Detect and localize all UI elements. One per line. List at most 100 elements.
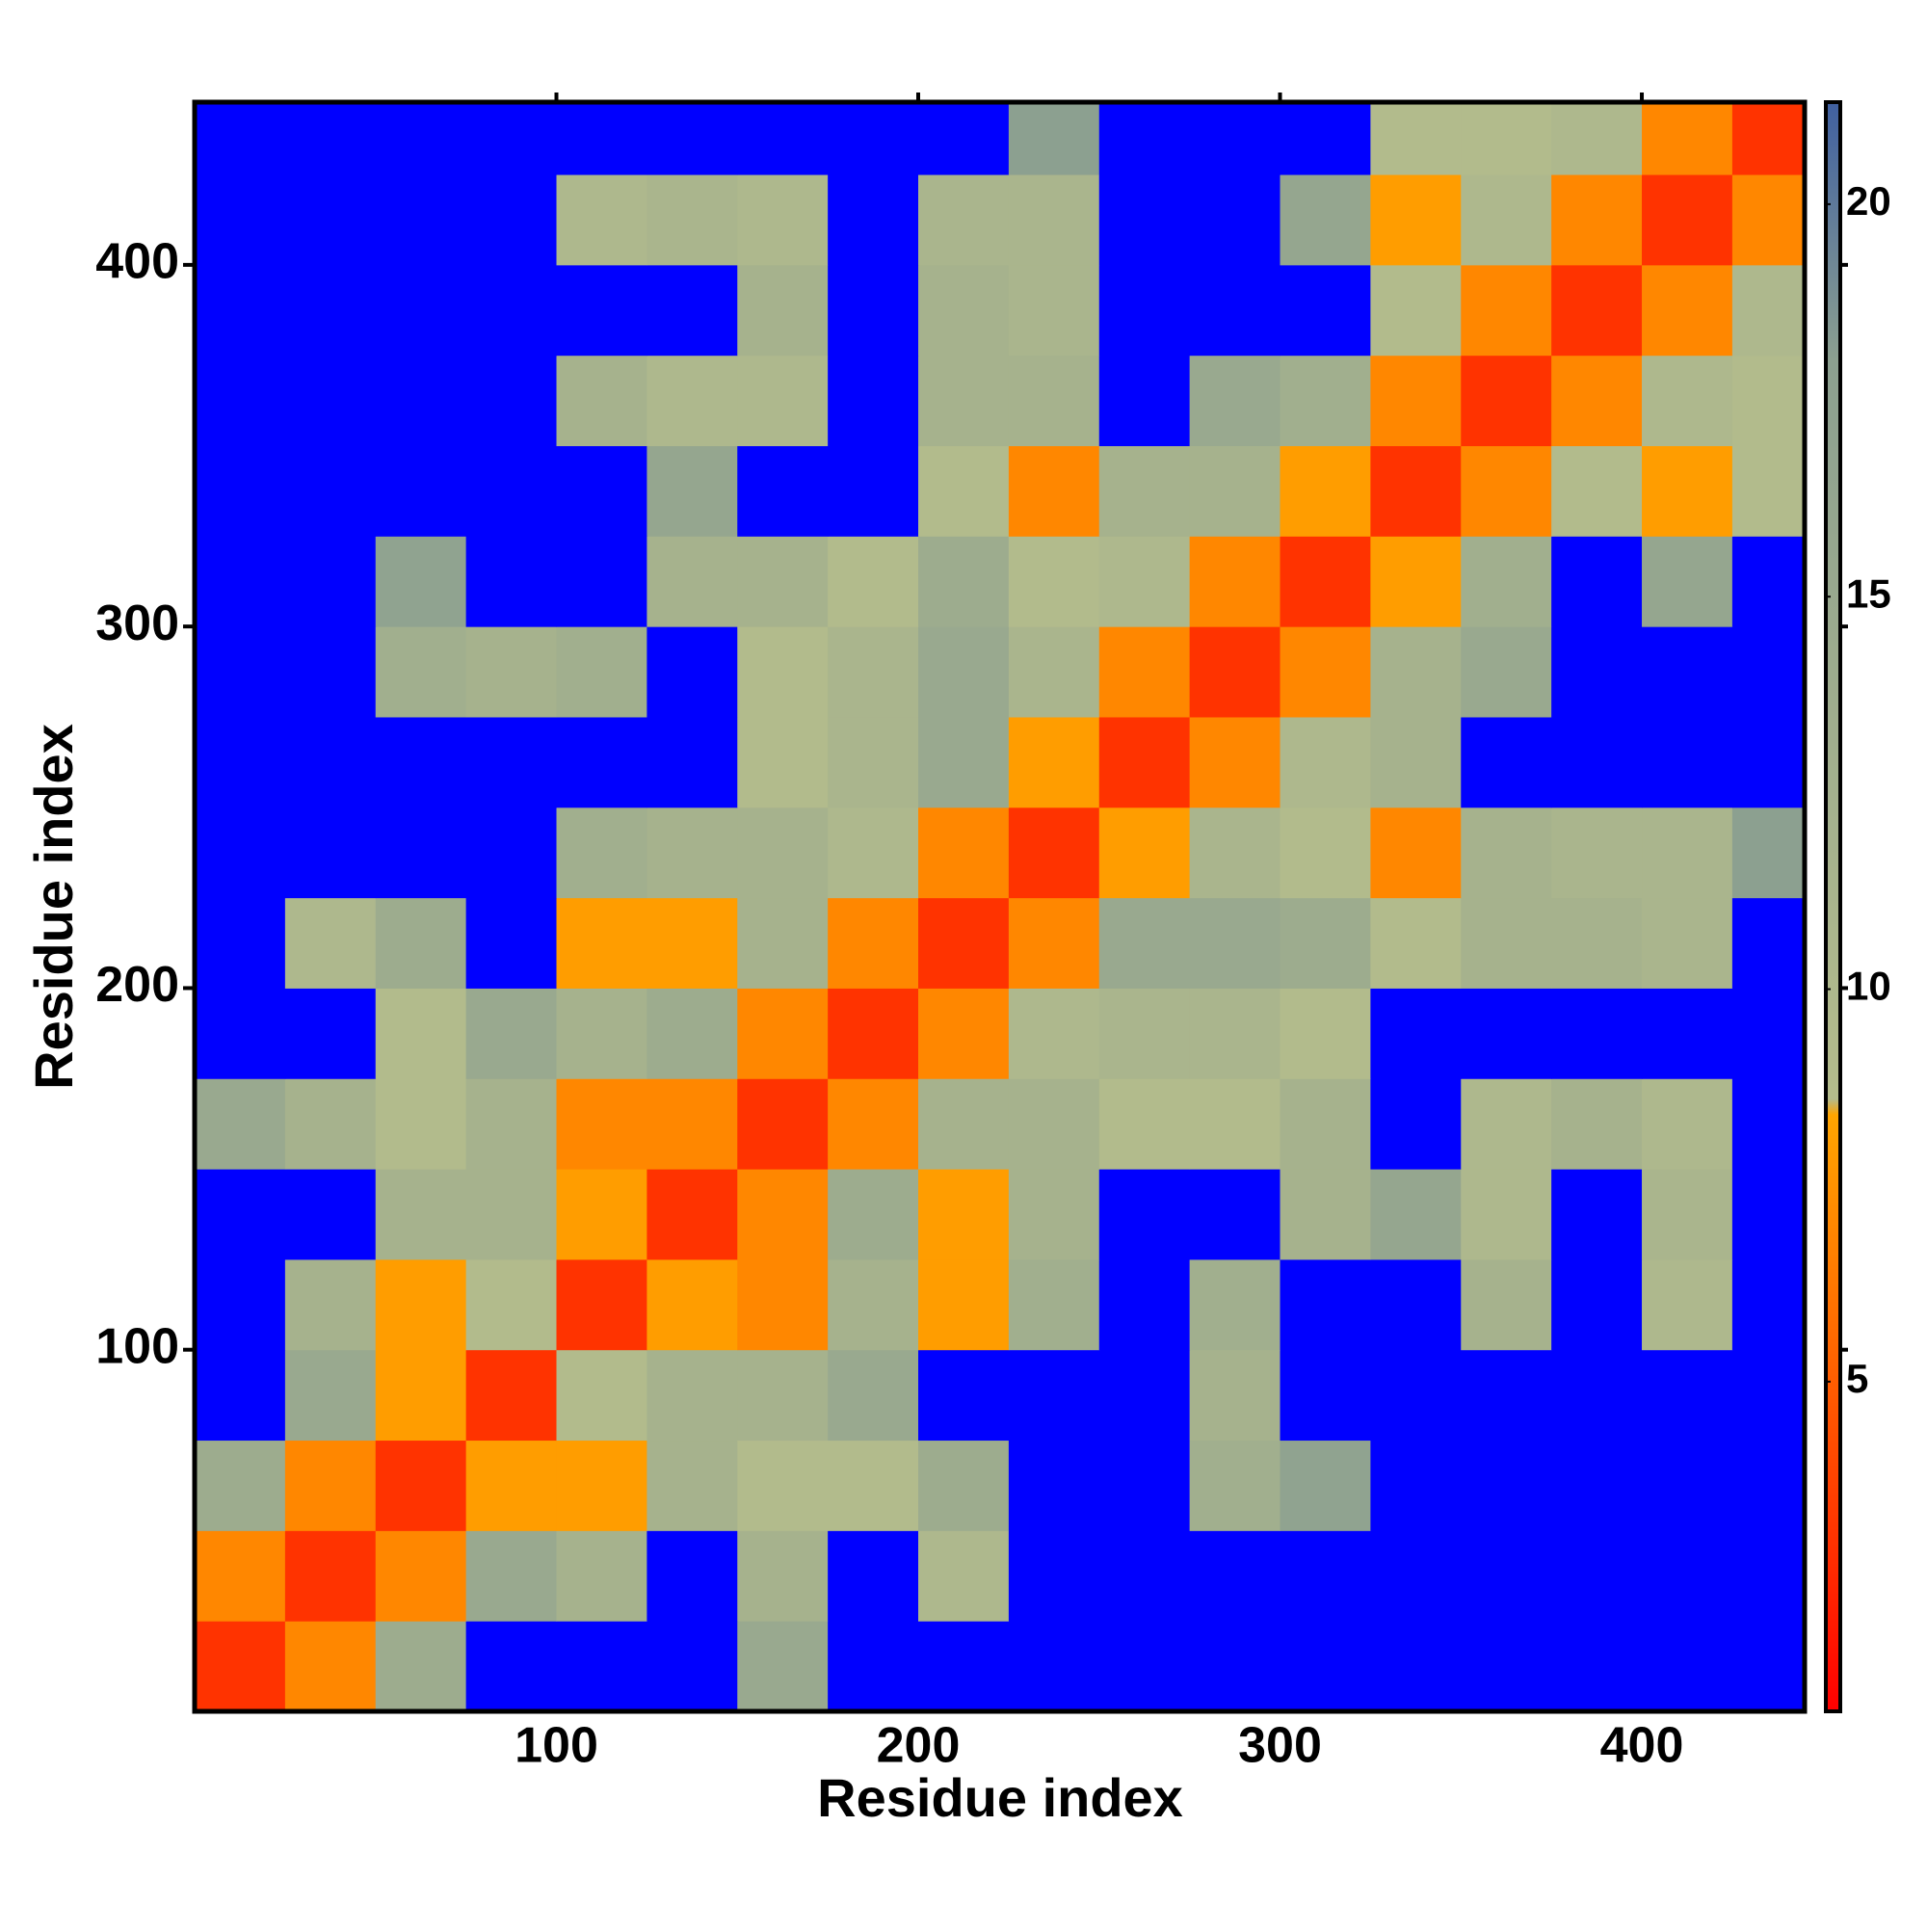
heatmap-cell xyxy=(918,1621,1010,1712)
heatmap-cell xyxy=(1008,897,1100,989)
colorbar-tick-label: 5 xyxy=(1846,1356,1868,1401)
heatmap-cell xyxy=(737,1440,829,1531)
heatmap-cell xyxy=(195,102,286,175)
heatmap-cell xyxy=(1008,1078,1100,1170)
heatmap-cell xyxy=(1731,988,1806,1079)
heatmap-cell xyxy=(465,626,558,718)
heatmap-cell xyxy=(1189,1169,1281,1260)
heatmap-cell xyxy=(195,1258,286,1351)
heatmap-cell xyxy=(1189,1530,1281,1622)
heatmap-cell xyxy=(1008,807,1100,899)
heatmap-cell xyxy=(1461,174,1552,266)
heatmap-cell xyxy=(195,1440,286,1531)
heatmap-cell xyxy=(1370,1078,1462,1170)
heatmap-cell xyxy=(1098,264,1191,357)
heatmap-cell xyxy=(918,536,1010,627)
heatmap-cell xyxy=(465,1078,558,1170)
heatmap-cell xyxy=(1731,1440,1806,1531)
heatmap-cell xyxy=(1731,1078,1806,1170)
heatmap-cell xyxy=(1008,1349,1100,1442)
heatmap-cell xyxy=(1008,1621,1100,1712)
heatmap-cell xyxy=(195,988,286,1079)
heatmap-cell xyxy=(737,1349,829,1442)
heatmap-cell xyxy=(1642,1440,1733,1531)
heatmap-cell xyxy=(737,445,829,537)
heatmap-cell xyxy=(828,264,919,357)
x-tick-label: 100 xyxy=(515,1718,598,1774)
heatmap-cell xyxy=(465,897,558,989)
heatmap-cell xyxy=(1370,1530,1462,1622)
heatmap-cell xyxy=(1551,536,1643,627)
heatmap-cell xyxy=(1461,626,1552,718)
heatmap-cell xyxy=(1189,1078,1281,1170)
heatmap-cell xyxy=(1731,536,1806,627)
heatmap-cell xyxy=(1370,626,1462,718)
heatmap-cell xyxy=(1008,1530,1100,1622)
heatmap-cell xyxy=(737,1078,829,1170)
heatmap-cell xyxy=(1280,897,1371,989)
heatmap-cell xyxy=(284,174,377,266)
heatmap-cell xyxy=(465,1440,558,1531)
heatmap-cell xyxy=(828,1621,919,1712)
heatmap-cell xyxy=(375,1621,467,1712)
heatmap-cell xyxy=(647,174,738,266)
heatmap-cell xyxy=(737,174,829,266)
heatmap-cell xyxy=(465,1169,558,1260)
heatmap-cell xyxy=(465,807,558,899)
heatmap-cell xyxy=(284,355,377,447)
heatmap-cell xyxy=(284,102,377,175)
heatmap-cell xyxy=(1642,1530,1733,1622)
heatmap-cell xyxy=(918,716,1010,808)
heatmap-cell xyxy=(1731,1258,1806,1351)
heatmap-cell xyxy=(828,1258,919,1351)
heatmap-cell xyxy=(1731,626,1806,718)
heatmap-cell xyxy=(1642,445,1733,537)
heatmap-cell xyxy=(1189,716,1281,808)
heatmap-cell xyxy=(375,1258,467,1351)
heatmap-cell xyxy=(284,1169,377,1260)
heatmap-cell xyxy=(828,988,919,1079)
heatmap-cell xyxy=(1280,1169,1371,1260)
heatmap-cell xyxy=(1370,1621,1462,1712)
heatmap-cell xyxy=(918,807,1010,899)
heatmap-cell xyxy=(1370,988,1462,1079)
heatmap-cell xyxy=(195,897,286,989)
colorbar-tick-label: 15 xyxy=(1846,570,1891,616)
heatmap-cell xyxy=(375,445,467,537)
heatmap-cell xyxy=(465,1349,558,1442)
heatmap-cell xyxy=(1642,1621,1733,1712)
heatmap-cell xyxy=(195,626,286,718)
heatmap-cell xyxy=(1008,626,1100,718)
y-tick-label: 100 xyxy=(95,1318,179,1374)
heatmap-cell xyxy=(1642,626,1733,718)
heatmap-cell xyxy=(1098,355,1191,447)
heatmap-cell xyxy=(375,626,467,718)
heatmap-cell xyxy=(375,1078,467,1170)
colorbar-tick-label: 20 xyxy=(1846,178,1891,224)
heatmap-cell xyxy=(828,626,919,718)
heatmap-cell xyxy=(1008,355,1100,447)
heatmap-cell xyxy=(828,716,919,808)
heatmap-cell xyxy=(737,355,829,447)
heatmap-cell xyxy=(1008,1440,1100,1531)
heatmap-cell xyxy=(1098,1349,1191,1442)
heatmap-cell xyxy=(1642,1258,1733,1351)
heatmap-cell xyxy=(556,988,647,1079)
heatmap-cell xyxy=(918,626,1010,718)
heatmap-cell xyxy=(1189,1258,1281,1351)
heatmap-cell xyxy=(195,445,286,537)
heatmap-cell xyxy=(284,536,377,627)
heatmap-cell xyxy=(1098,174,1191,266)
heatmap-cell xyxy=(375,264,467,357)
heatmap-cell xyxy=(1642,355,1733,447)
colorbar xyxy=(1824,100,1842,1713)
heatmap-cell xyxy=(918,1078,1010,1170)
heatmap-cell xyxy=(195,1530,286,1622)
heatmap-cell xyxy=(737,536,829,627)
x-axis-title: Residue index xyxy=(817,1767,1183,1828)
heatmap-cell xyxy=(1731,174,1806,266)
heatmap-cell xyxy=(737,1621,829,1712)
heatmap-cell xyxy=(1370,355,1462,447)
heatmap-cell xyxy=(1370,1349,1462,1442)
heatmap-cell xyxy=(465,445,558,537)
